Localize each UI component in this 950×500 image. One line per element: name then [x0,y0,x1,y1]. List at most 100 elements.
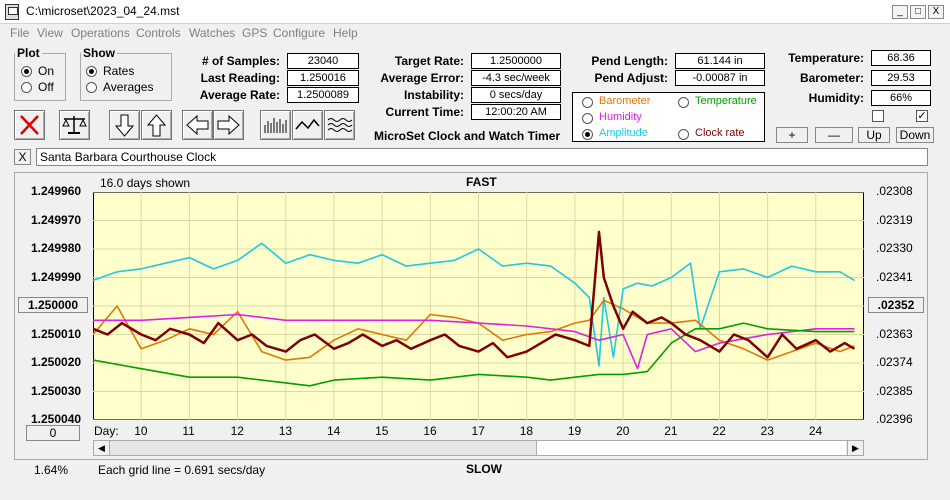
instability-label: Instability: [403,88,464,102]
plot-group: Plot [14,46,66,101]
bars-view-button[interactable] [260,110,291,140]
average-error-value: -4.3 sec/week [471,70,561,86]
menu-help[interactable]: Help [333,26,358,40]
humidity-label: Humidity: [808,91,864,105]
clock-name-field[interactable]: Santa Barbara Courthouse Clock [36,148,928,166]
app-caption: MicroSet Clock and Watch Timer [374,129,561,143]
y-tick-label-left: 1.249960 [31,184,82,198]
app-icon[interactable] [5,4,19,20]
plot-on-label: On [38,64,55,78]
right-arrow-button[interactable] [213,110,244,140]
y-tick-label-left: 1.249990 [31,269,82,284]
up-button[interactable]: Up [858,127,890,143]
x-icon [20,115,39,135]
down-arrow-button[interactable] [109,110,140,140]
window-title: C:\microset\2023_04_24.mst [26,4,180,18]
days-shown-label: 16.0 days shown [100,176,191,190]
line-view-button[interactable] [292,110,323,140]
grid-note: Each grid line = 0.691 secs/day [98,463,266,477]
day-label: Day: [94,424,119,438]
x-tick-label: 21 [664,424,678,438]
plot-on-radio[interactable] [21,66,32,77]
x-tick-label: 20 [616,424,630,438]
center-amplitude-button[interactable]: .02352 [868,297,924,313]
menu-controls[interactable]: Controls [136,26,181,40]
show-averages-radio[interactable] [86,82,97,93]
menu-operations[interactable]: Operations [71,26,130,40]
menu-watches[interactable]: Watches [189,26,236,40]
percent-label: 1.64% [34,463,69,477]
overlay-options [572,92,765,142]
show-rates-label: Rates [103,64,135,78]
center-rate-button[interactable]: 1.250000 [18,297,88,313]
x-tick-label: 13 [278,424,293,438]
temperature-option-label: Temperature [695,95,757,107]
samples-value: 23040 [287,53,359,69]
right-checkbox[interactable]: ✓ [916,110,928,122]
x-tick-label: 17 [471,424,485,438]
plus-button[interactable]: + [776,127,808,143]
scroll-left-icon[interactable]: ◀ [94,441,110,455]
waves-icon [327,118,353,132]
minimize-button[interactable]: _ [892,5,908,19]
smooth-view-button[interactable] [324,110,355,140]
temperature-radio[interactable] [678,97,689,108]
x-tick-label: 10 [134,424,148,438]
temperature-label: Temperature: [788,51,864,65]
horizontal-scrollbar[interactable]: ◀ ▶ [93,440,864,456]
humidity-radio[interactable] [582,113,593,124]
scroll-right-icon[interactable]: ▶ [847,441,863,455]
minus-button[interactable]: — [815,127,853,143]
left-checkbox[interactable] [872,110,884,122]
humidity-value: 66% [871,90,931,106]
menu-view[interactable]: View [37,26,63,40]
scroll-thumb[interactable] [536,441,846,455]
y-tick-label-right: .02363 [876,326,913,341]
down-button[interactable]: Down [896,127,934,143]
x-tick-label: 19 [567,424,582,438]
zero-button[interactable]: 0 [26,425,80,441]
y-tick-label-left: 1.249980 [31,241,82,255]
clear-name-button[interactable]: X [14,149,31,165]
scale-icon [62,116,87,134]
close-button[interactable]: X [928,5,944,19]
average-rate-value: 1.2500089 [287,87,359,103]
y-tick-label-right: .02330 [876,241,913,255]
stop-button[interactable] [14,110,45,140]
menu-bar: File View Operations Controls Watches GP… [0,24,950,42]
humidity-option-label: Humidity [599,111,642,123]
average-error-label: Average Error: [380,71,464,85]
target-rate-value[interactable]: 1.2500000 [471,53,561,69]
plot-off-radio[interactable] [21,82,32,93]
show-rates-radio[interactable] [86,66,97,77]
series-line-amplitude [93,242,855,367]
maximize-button[interactable]: □ [910,5,926,19]
last-reading-value: 1.250016 [287,70,359,86]
barometer-radio[interactable] [582,97,593,108]
y-tick-label-left: 1.250010 [31,326,82,341]
y-tick-label-right: .02374 [876,355,913,369]
pend-length-value[interactable]: 61.144 in [675,53,765,69]
up-arrow-button[interactable] [141,110,172,140]
x-tick-label: 24 [808,424,823,438]
fast-label: FAST [466,175,497,189]
line-icon [295,118,320,130]
bars-icon [264,118,287,133]
y-tick-label-left: 1.250040 [31,412,82,426]
menu-gps[interactable]: GPS [242,26,268,40]
x-tick-label: 18 [519,424,534,438]
barometer-option-label: Barometer [599,95,651,107]
clock-rate-radio[interactable] [678,129,689,140]
y-tick-label-right: .02319 [876,212,913,227]
y-tick-label-right: .02308 [876,184,913,198]
left-arrow-button[interactable] [182,110,213,140]
balance-button[interactable] [59,110,90,140]
amplitude-radio[interactable] [582,129,593,140]
menu-file[interactable]: File [10,26,30,40]
chart-area[interactable] [93,192,864,420]
title-bar: C:\microset\2023_04_24.mst _ □ X [0,0,950,24]
x-tick-label: 14 [326,424,341,438]
menu-configure[interactable]: Configure [273,26,326,40]
plot-group-legend: Plot [17,46,40,60]
target-rate-label: Target Rate: [394,54,464,68]
